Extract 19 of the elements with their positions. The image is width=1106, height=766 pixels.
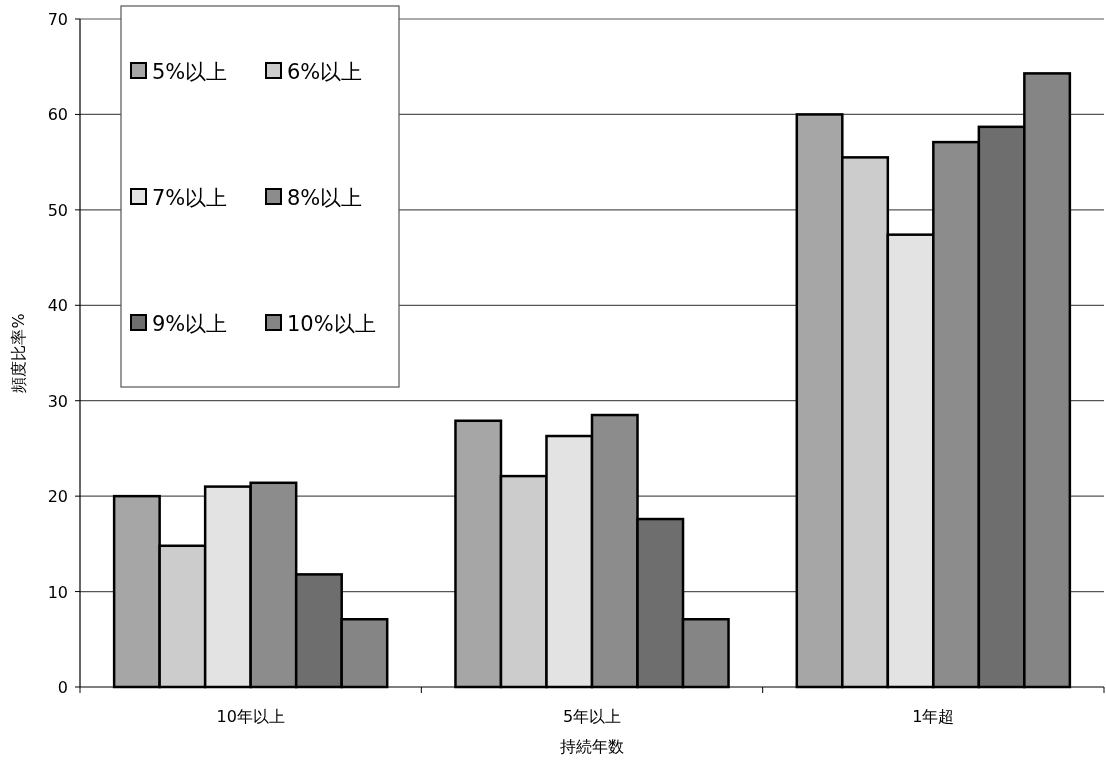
y-tick-label: 10: [47, 582, 68, 602]
legend-label: 6%以上: [287, 60, 363, 84]
y-tick-label: 20: [47, 487, 68, 507]
y-axis-title: 頻度比率%: [9, 313, 28, 393]
legend-label: 9%以上: [152, 312, 228, 336]
legend-label: 10%以上: [287, 312, 376, 336]
y-tick-label: 40: [47, 296, 68, 316]
legend-label: 5%以上: [152, 60, 228, 84]
legend-label: 7%以上: [152, 186, 228, 210]
legend-label: 8%以上: [287, 186, 363, 210]
y-tick-label: 50: [47, 200, 68, 220]
y-tick-label: 0: [57, 678, 68, 697]
x-tick-label: 1年超: [912, 707, 955, 726]
y-tick-label: 30: [47, 391, 68, 411]
x-tick-label: 5年以上: [562, 707, 622, 726]
x-tick-label: 10年以上: [216, 707, 285, 726]
y-tick-label: 60: [47, 105, 68, 125]
x-axis-title: 持続年数: [560, 737, 624, 756]
y-tick-label: 70: [47, 10, 68, 29]
